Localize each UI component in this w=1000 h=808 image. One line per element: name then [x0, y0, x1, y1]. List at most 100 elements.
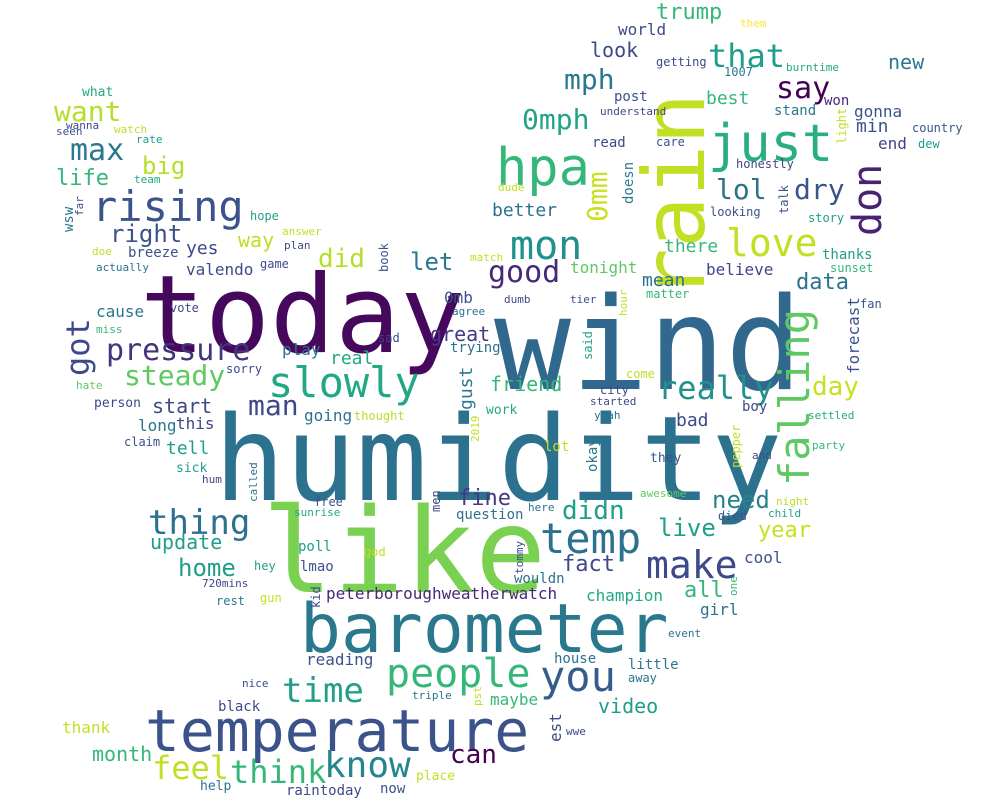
word-gonna: gonna: [854, 102, 903, 121]
word-said: said: [581, 331, 595, 360]
word-really: really: [658, 369, 774, 407]
word-0mph: 0mph: [522, 103, 590, 136]
word-tier: tier: [570, 293, 597, 306]
word-hpa: hpa: [496, 138, 590, 198]
word-sorry: sorry: [226, 362, 263, 376]
word-best: best: [706, 88, 750, 109]
word-fine: fine: [458, 486, 511, 511]
word-here: here: [528, 501, 555, 514]
word-what: what: [82, 85, 114, 100]
word-can: can: [450, 740, 497, 770]
word-2019: 2019: [469, 415, 482, 443]
word-lmao: lmao: [300, 559, 334, 575]
word-hour: hour: [617, 289, 630, 317]
word-mon: mon: [510, 223, 583, 269]
word-stand: stand: [774, 103, 817, 119]
word-maybe: maybe: [490, 690, 539, 709]
word-question: question: [456, 507, 524, 523]
word-slowly: slowly: [268, 358, 420, 407]
word-wanna: wanna: [66, 119, 100, 132]
word-720mins: 720mins: [202, 577, 249, 590]
word-end: end: [878, 134, 907, 153]
word-agree: agree: [452, 305, 486, 318]
word-poll: poll: [298, 539, 332, 555]
word-read: read: [592, 135, 626, 151]
word-new: new: [888, 50, 925, 74]
word-man: man: [248, 389, 299, 422]
word-max: max: [70, 133, 125, 168]
word-valendo: valendo: [186, 260, 254, 279]
word-rest: rest: [216, 594, 245, 608]
word-steady: steady: [124, 359, 226, 392]
word-better: better: [492, 200, 558, 221]
word-didn: didn: [562, 496, 625, 526]
word-update: update: [150, 530, 223, 554]
word-know: know: [324, 745, 411, 786]
word-country: country: [912, 121, 963, 135]
word-thing: thing: [148, 503, 251, 543]
word-make: make: [646, 543, 738, 587]
word-min: min: [856, 116, 889, 137]
word-hum: hum: [202, 473, 222, 486]
word-light: light: [835, 107, 849, 144]
word-all: all: [684, 578, 724, 603]
word-city: city: [600, 383, 629, 397]
word-care: care: [656, 135, 685, 149]
word-dry: dry: [794, 173, 845, 206]
word-raintoday: raintoday: [286, 783, 362, 799]
word-party: party: [812, 439, 846, 452]
word-started: started: [590, 395, 637, 408]
word-hate: hate: [76, 379, 103, 392]
word-trying: trying: [450, 340, 501, 356]
word-think: think: [230, 753, 327, 791]
word-est: est: [546, 713, 565, 742]
word-wouldn: wouldn: [514, 571, 565, 587]
word-sunset: sunset: [830, 261, 874, 275]
word-sad: sad: [378, 331, 400, 345]
word-people: people: [386, 651, 531, 697]
word-they: they: [650, 451, 682, 466]
word-won: won: [824, 93, 850, 109]
word-child: child: [768, 507, 802, 520]
word-understand: understand: [600, 105, 667, 118]
word-day: day: [812, 372, 859, 402]
word-that: that: [708, 37, 786, 75]
word-rising: rising: [92, 182, 244, 231]
word-event: event: [668, 627, 702, 640]
word-hey: hey: [254, 559, 276, 573]
word-big: big: [142, 152, 186, 180]
word-wsw: wsw: [61, 206, 77, 232]
word-match: match: [470, 251, 504, 264]
word-data: data: [796, 270, 849, 295]
word-dude: dude: [498, 181, 525, 194]
word-right: right: [110, 220, 183, 248]
word-awesome: awesome: [640, 487, 687, 500]
word-live: live: [658, 514, 716, 542]
word-nice: nice: [242, 677, 269, 690]
word-lol: lol: [716, 173, 767, 206]
word-this: this: [176, 414, 215, 433]
word-fan: fan: [860, 297, 882, 311]
word-doesn: doesn: [621, 161, 637, 204]
word-cool: cool: [744, 548, 783, 567]
word-girl: girl: [700, 600, 739, 619]
word-one: one: [727, 576, 740, 596]
word-watch: watch: [114, 123, 148, 136]
word-peterboroughweatherwatch: peterboroughweatherwatch: [326, 584, 558, 603]
word-story: story: [808, 211, 845, 225]
word-0mm: 0mm: [581, 171, 614, 222]
word-say: say: [776, 71, 831, 106]
word-thank: thank: [62, 718, 111, 737]
word-now: now: [380, 781, 406, 797]
word-doe: doe: [92, 245, 112, 258]
word-talk: talk: [777, 185, 791, 214]
word-breeze: breeze: [128, 245, 179, 261]
word-year: year: [758, 518, 811, 543]
word-okay: okay: [585, 438, 601, 472]
word-let: let: [410, 248, 454, 276]
word-black: black: [218, 699, 261, 715]
word-feel: feel: [152, 749, 230, 787]
word-claim: claim: [124, 435, 161, 449]
word-barometer: barometer: [300, 590, 669, 669]
